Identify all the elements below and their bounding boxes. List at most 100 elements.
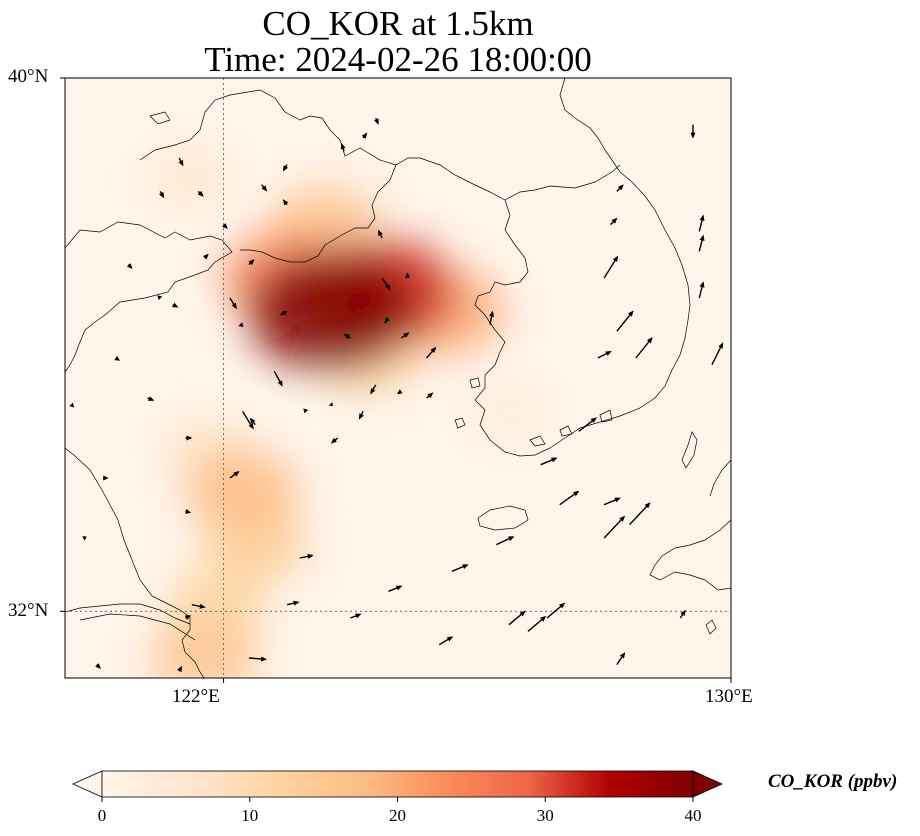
wind-arrow — [405, 272, 411, 278]
wind-arrow — [489, 310, 495, 325]
coastline-islands — [149, 111, 717, 635]
lat-tick-40n: 40°N — [8, 66, 49, 87]
wind-arrow — [616, 652, 626, 666]
co-plume-cell — [185, 450, 300, 533]
wind-arrow — [103, 475, 109, 481]
co-concentration-field — [149, 147, 549, 678]
wind-arrow — [451, 564, 469, 572]
wind-arrow — [377, 229, 383, 239]
wind-arrow — [242, 410, 254, 430]
coastlines — [65, 78, 731, 678]
wind-arrow — [635, 337, 653, 359]
colorbar-label: CO_KOR (ppbv) — [768, 771, 898, 792]
wind-arrow — [603, 515, 626, 539]
colorbar-tick-label: 10 — [241, 806, 259, 825]
wind-vectors — [69, 117, 724, 673]
wind-arrow — [147, 396, 155, 401]
wind-arrow — [540, 457, 558, 466]
wind-arrow — [82, 536, 87, 541]
wind-arrow — [350, 613, 362, 619]
co-plume-cell — [247, 251, 416, 372]
wind-arrow — [527, 615, 547, 632]
wind-arrow — [157, 295, 163, 301]
wind-arrow — [388, 585, 403, 592]
coastline-tsushima — [681, 431, 698, 469]
co-plume-cell — [149, 619, 260, 678]
colorbar-tick-label: 40 — [684, 806, 702, 825]
wind-arrow — [178, 157, 184, 167]
coastline-kyushu — [649, 519, 731, 591]
coastline-china-south — [65, 447, 205, 678]
wind-arrow — [508, 610, 526, 626]
co-plume-cell — [149, 147, 235, 209]
wind-arrow — [597, 351, 612, 359]
gridlines — [65, 78, 731, 678]
wind-arrow — [496, 536, 515, 546]
wind-arrow — [191, 603, 206, 609]
wind-arrow — [203, 253, 209, 260]
coastline-bohai — [139, 89, 397, 263]
wind-arrow — [438, 636, 454, 646]
wind-arrow — [603, 497, 621, 506]
wind-arrow — [159, 190, 165, 199]
wind-arrow — [229, 297, 237, 310]
wind-arrow — [273, 370, 283, 387]
lon-tick-130e: 130°E — [705, 686, 753, 707]
wind-arrow — [690, 124, 696, 139]
wind-arrow — [330, 437, 339, 444]
axis-ticks — [60, 77, 732, 683]
wind-arrow — [384, 317, 390, 324]
colorbar-ramp — [101, 770, 694, 798]
wind-arrow — [609, 217, 618, 226]
wind-arrow — [303, 408, 309, 414]
wind-arrow — [248, 259, 255, 266]
wind-arrow — [629, 502, 651, 526]
wind-arrow — [177, 665, 182, 673]
wind-arrow — [249, 417, 256, 426]
colorbar-tick-label: 20 — [389, 806, 406, 825]
wind-arrow — [396, 389, 403, 395]
coastline-china-north — [65, 221, 233, 373]
map-frame — [64, 77, 732, 679]
wind-arrow — [698, 234, 705, 252]
wind-arrow — [184, 615, 192, 621]
wind-arrow — [69, 402, 75, 408]
wind-arrow — [616, 310, 634, 332]
map-panel — [60, 77, 732, 683]
wind-arrow — [603, 255, 619, 279]
coastline-japan-honshu — [709, 459, 731, 497]
wind-arrow — [361, 132, 368, 139]
map-title: CO_KOR at 1.5km — [262, 4, 534, 43]
map-time-subtitle: Time: 2024-02-26 18:00:00 — [204, 40, 592, 79]
wind-arrow — [185, 435, 193, 441]
colorbar-extend-min — [72, 770, 103, 798]
wind-arrow — [328, 402, 333, 407]
wind-arrow — [95, 663, 101, 669]
wind-arrow — [358, 411, 364, 420]
wind-arrow — [546, 602, 566, 619]
wind-arrow — [374, 117, 379, 125]
co-plume-cell — [469, 382, 549, 440]
wind-arrow — [616, 184, 624, 192]
coastline-north-korea-east — [559, 78, 621, 173]
wind-arrow — [400, 332, 410, 339]
wind-arrow — [222, 223, 228, 229]
wind-arrow — [185, 508, 192, 514]
wind-arrow — [282, 199, 289, 206]
wind-arrow — [711, 342, 724, 365]
colorbar-tick-label: 30 — [536, 806, 554, 825]
wind-arrow — [280, 310, 288, 316]
wind-arrow — [370, 384, 377, 395]
wind-arrow — [261, 184, 268, 192]
wind-arrow — [381, 277, 391, 291]
wind-arrow — [426, 392, 434, 399]
wind-arrow — [197, 190, 204, 197]
wind-arrow — [426, 346, 437, 359]
lon-tick-122e: 122°E — [172, 686, 220, 707]
lat-tick-32n: 32°N — [8, 600, 49, 621]
coastline-yangtze-estuary — [65, 603, 196, 641]
wind-arrow — [126, 263, 133, 269]
wind-arrow — [698, 214, 705, 232]
colorbar-extend-max — [692, 770, 723, 798]
wind-arrow — [114, 355, 120, 361]
